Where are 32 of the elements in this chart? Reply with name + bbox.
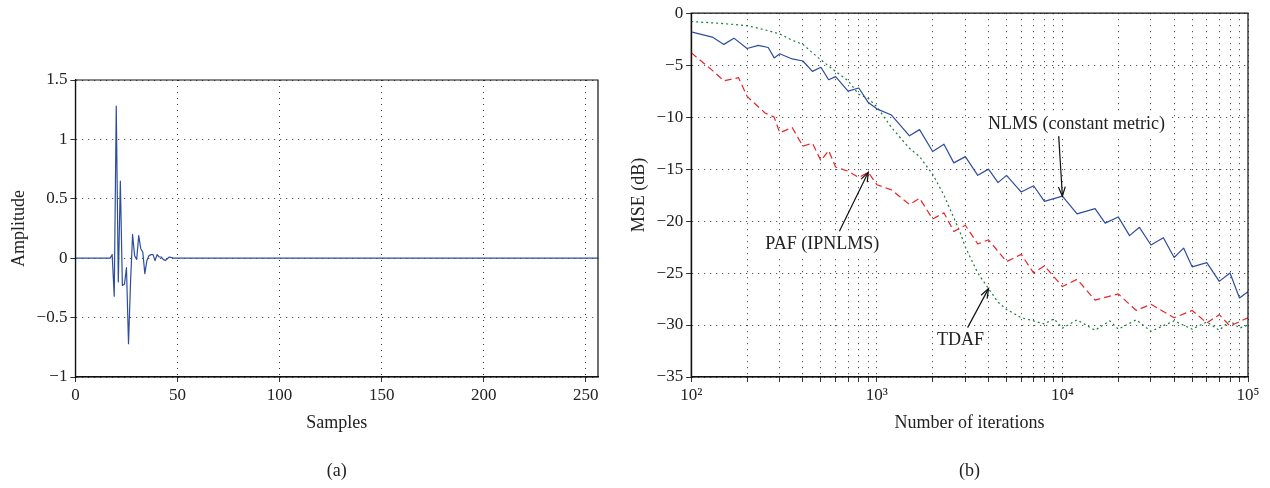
x-axis-title: Number of iterations (894, 411, 1045, 432)
x-tick-label: 10³ (865, 384, 888, 404)
x-tick-label: 10² (680, 384, 703, 404)
y-tick-label: −0.5 (36, 307, 68, 327)
y-tick-label: 1.5 (46, 69, 68, 89)
x-tick-label: 100 (266, 384, 293, 404)
x-tick-label: 10⁴ (1050, 384, 1074, 404)
y-axis-title: MSE (dB) (627, 157, 649, 233)
x-tick-label: 150 (368, 384, 395, 404)
x-tick-label: 50 (169, 384, 186, 404)
annotation: PAF (IPNLMS) (765, 232, 880, 254)
text: (a) (326, 459, 347, 481)
x-tick-label: 250 (573, 384, 599, 404)
y-tick-label: −10 (656, 106, 684, 126)
x-tick-label: 200 (470, 384, 497, 404)
y-tick-label: 0 (674, 2, 684, 22)
annotation: NLMS (constant metric) (987, 112, 1165, 134)
y-tick-label: 0.5 (46, 188, 68, 208)
x-axis-title: Samples (306, 411, 368, 432)
y-tick-label: 0 (58, 247, 68, 267)
y-tick-label: −30 (656, 314, 684, 334)
y-tick-label: −15 (656, 158, 684, 178)
y-axis-title: Amplitude (7, 190, 28, 267)
y-tick-label: −35 (656, 366, 684, 386)
y-tick-label: −1 (49, 366, 68, 386)
y-tick-label: −5 (665, 54, 684, 74)
y-tick-label: 1 (58, 128, 68, 148)
text: (b) (959, 459, 981, 481)
y-tick-label: −25 (656, 262, 684, 282)
annotation: TDAF (937, 329, 985, 350)
y-tick-label: −20 (656, 210, 684, 230)
x-tick-label: 10⁵ (1236, 384, 1260, 404)
